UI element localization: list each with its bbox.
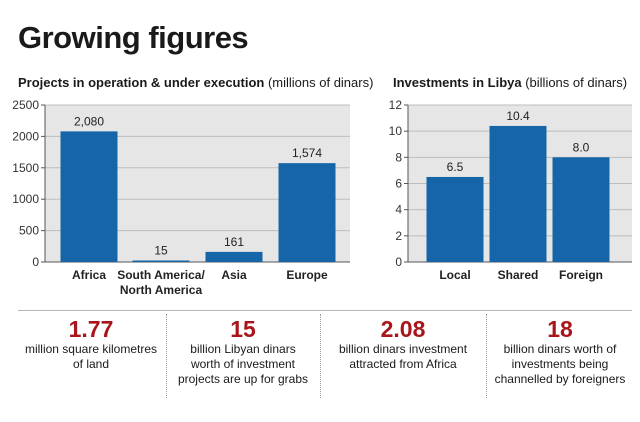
section-separator xyxy=(18,310,632,311)
stats-row: 1.77 million square kilometres of land 1… xyxy=(0,312,640,402)
projects-ytick-label: 2000 xyxy=(12,129,39,143)
stat-number: 15 xyxy=(230,316,256,342)
investments-value-label: 6.5 xyxy=(447,160,464,174)
stat-divider xyxy=(320,314,321,398)
stat-text: million square kilometres of land xyxy=(24,342,158,371)
stat-number: 1.77 xyxy=(68,316,114,342)
left-chart-title: Projects in operation & under execution … xyxy=(18,75,373,91)
investments-value-label: 10.4 xyxy=(506,109,530,123)
stat-africa: 2.08 billion dinars investment attracted… xyxy=(322,312,484,402)
projects-bar xyxy=(205,251,263,262)
investments-bar xyxy=(426,176,484,262)
projects-value-label: 2,080 xyxy=(74,114,104,128)
investments-value-label: 8.0 xyxy=(573,140,590,154)
left-chart-unit-note: (millions of dinars) xyxy=(267,75,374,90)
investments-ytick-label: 8 xyxy=(395,150,402,164)
projects-category-label: Europe xyxy=(286,268,328,282)
stat-text: billion Libyan dinars worth of investmen… xyxy=(177,342,309,386)
projects-ytick-label: 500 xyxy=(19,224,39,238)
investments-bar xyxy=(552,157,610,262)
projects-value-label: 15 xyxy=(154,244,168,258)
projects-category-label: South America/ xyxy=(117,268,205,282)
investments-ytick-label: 2 xyxy=(395,229,402,243)
investments-category-label: Shared xyxy=(498,268,539,282)
investments-category-label: Local xyxy=(439,268,470,282)
investments-ytick-label: 4 xyxy=(395,203,402,217)
stat-number: 18 xyxy=(547,316,573,342)
stat-land: 1.77 million square kilometres of land xyxy=(18,312,164,402)
stat-number: 2.08 xyxy=(380,316,426,342)
investments-ytick-label: 10 xyxy=(389,124,403,138)
investments-ytick-label: 0 xyxy=(395,255,402,269)
projects-category-label: North America xyxy=(120,283,203,297)
projects-ytick-label: 1000 xyxy=(12,192,39,206)
projects-bar xyxy=(132,260,190,262)
right-chart-title-main: Investments in Libya xyxy=(393,75,522,90)
projects-ytick-label: 2500 xyxy=(12,98,39,112)
stat-divider xyxy=(486,314,487,398)
investments-bar xyxy=(489,125,547,262)
investments-ytick-label: 6 xyxy=(395,177,402,191)
projects-ytick-label: 1500 xyxy=(12,161,39,175)
page-title: Growing figures xyxy=(18,20,249,55)
stat-projects: 15 billion Libyan dinars worth of invest… xyxy=(168,312,318,402)
projects-ytick-label: 0 xyxy=(32,255,39,269)
charts-canvas: 0 500 1000 1500 2000 2500 2,080 Africa 15 South A… xyxy=(12,98,632,297)
right-chart-title: Investments in Libya (billions of dinars… xyxy=(393,75,627,91)
projects-value-label: 1,574 xyxy=(292,146,322,160)
projects-value-label: 161 xyxy=(224,235,244,249)
stat-text: billion dinars worth of investments bein… xyxy=(494,342,626,386)
stat-foreign: 18 billion dinars worth of investments b… xyxy=(488,312,632,402)
projects-bar xyxy=(278,163,336,262)
projects-category-label: Africa xyxy=(72,268,106,282)
stat-divider xyxy=(166,314,167,398)
investments-category-label: Foreign xyxy=(559,268,603,282)
right-chart-unit-note: (billions of dinars) xyxy=(525,75,628,90)
investments-ytick-label: 12 xyxy=(389,98,403,112)
projects-bar xyxy=(60,131,118,262)
left-chart-title-main: Projects in operation & under execution xyxy=(18,75,265,90)
projects-category-label: Asia xyxy=(221,268,247,282)
stat-text: billion dinars investment attracted from… xyxy=(338,342,468,371)
